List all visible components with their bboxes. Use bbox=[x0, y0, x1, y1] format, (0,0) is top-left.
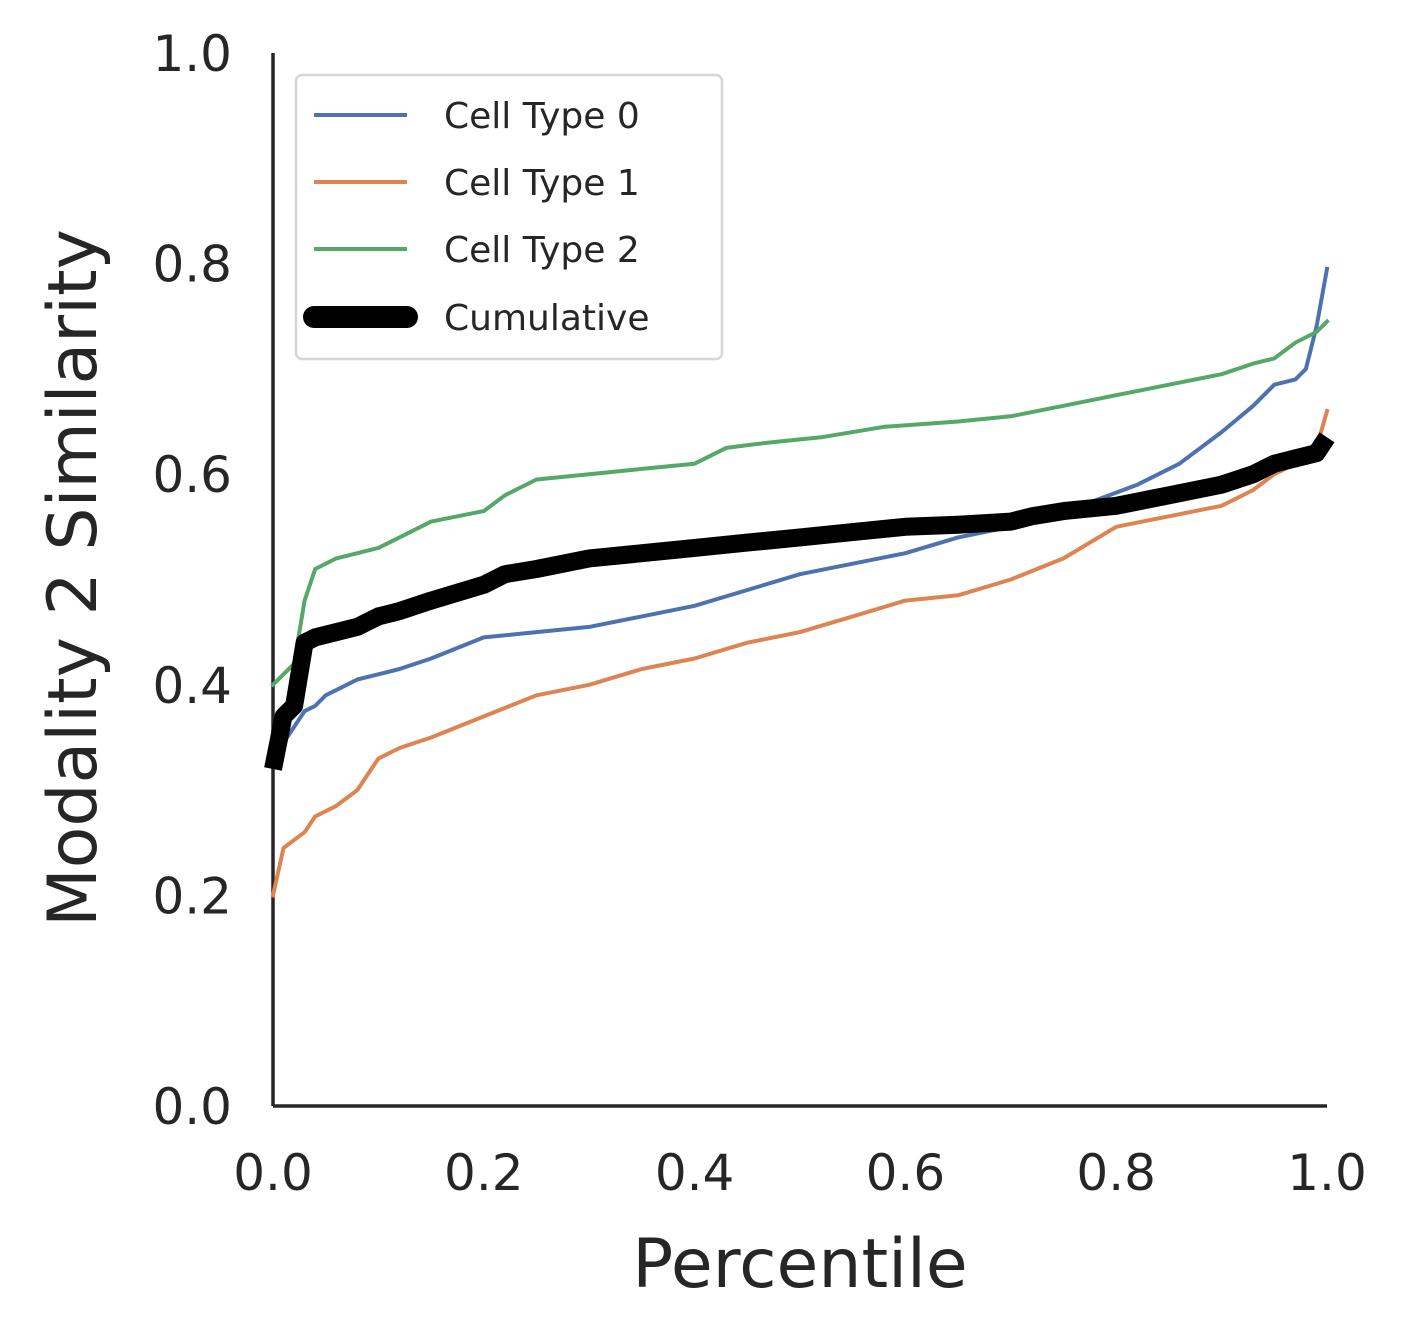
x-axis-label: Percentile bbox=[632, 1225, 967, 1304]
y-axis-label: Modality 2 Similarity bbox=[34, 229, 113, 927]
series-line-cumulative bbox=[264, 432, 1335, 771]
y-tick-label: 0.8 bbox=[152, 236, 232, 294]
series-line-cell-type-2 bbox=[270, 318, 1330, 688]
legend-box bbox=[294, 73, 724, 361]
axes: 0.0 0.2 0.4 0.6 0.8 1.0 0.0 0.2 0.4 0.6 0.8 1.0 bbox=[152, 25, 1366, 1202]
legend-label: Cell Type 2 bbox=[444, 230, 640, 271]
series-layer bbox=[264, 266, 1335, 898]
legend: Cell Type 0 Cell Type 1 Cell Type 2 Cumulat… bbox=[294, 73, 724, 361]
legend-label: Cell Type 0 bbox=[444, 96, 640, 137]
x-tick-label: 0.0 bbox=[233, 1144, 313, 1202]
series-line-cell-type-0 bbox=[270, 266, 1330, 762]
x-tick-label: 0.8 bbox=[1076, 1144, 1156, 1202]
x-tick-label: 0.6 bbox=[866, 1144, 946, 1202]
y-tick-label: 0.0 bbox=[152, 1078, 232, 1136]
legend-label: Cell Type 1 bbox=[444, 163, 640, 204]
series-line-cell-type-1 bbox=[270, 408, 1330, 898]
y-tick-label: 0.2 bbox=[152, 867, 232, 925]
y-tick-label: 0.6 bbox=[152, 446, 232, 504]
legend-label: Cumulative bbox=[444, 298, 649, 339]
x-tick-label: 0.4 bbox=[655, 1144, 735, 1202]
x-tick-label: 1.0 bbox=[1287, 1144, 1367, 1202]
y-tick-label: 0.4 bbox=[152, 657, 232, 715]
x-tick-label: 0.2 bbox=[444, 1144, 524, 1202]
y-tick-label: 1.0 bbox=[152, 25, 232, 83]
